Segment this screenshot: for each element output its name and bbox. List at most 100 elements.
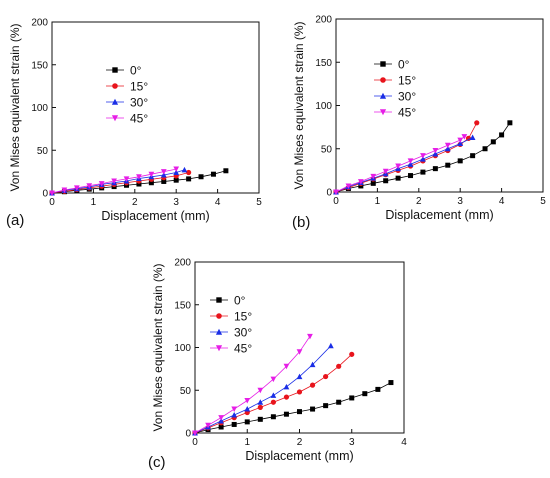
legend-marker xyxy=(379,109,387,116)
data-point xyxy=(336,399,342,405)
data-point xyxy=(210,171,216,177)
plot-frame xyxy=(335,18,544,193)
x-tick-label: 0 xyxy=(49,197,55,208)
legend-marker xyxy=(379,92,387,99)
data-point xyxy=(357,179,364,185)
data-point xyxy=(420,153,426,159)
panel-label: (a) xyxy=(6,212,24,229)
plot-frame xyxy=(51,21,260,194)
x-tick-label: 5 xyxy=(540,196,546,207)
data-point xyxy=(270,399,276,405)
y-tick-label: 150 xyxy=(31,60,48,71)
data-point xyxy=(457,140,464,147)
data-point xyxy=(309,382,316,388)
y-tick-label: 100 xyxy=(315,101,332,112)
legend-label: 45° xyxy=(398,106,416,120)
data-point xyxy=(296,389,303,395)
legend-label: 15° xyxy=(398,74,416,88)
data-point xyxy=(270,392,277,398)
data-point xyxy=(432,147,439,154)
data-point xyxy=(444,142,451,149)
data-point xyxy=(244,419,250,425)
data-point xyxy=(407,158,414,164)
plot-frame xyxy=(194,261,405,434)
data-point xyxy=(474,120,480,126)
data-point xyxy=(231,406,238,413)
data-point xyxy=(444,145,451,152)
data-point xyxy=(270,376,277,383)
y-tick-label: 0 xyxy=(185,429,191,440)
data-point xyxy=(61,187,68,194)
data-point xyxy=(257,416,263,422)
legend-marker xyxy=(216,313,222,319)
y-tick-label: 50 xyxy=(321,144,333,155)
data-point xyxy=(420,156,426,162)
data-point xyxy=(457,137,464,144)
x-tick-label: 2 xyxy=(132,197,138,208)
data-point xyxy=(223,168,229,174)
data-point xyxy=(310,406,316,412)
y-tick-label: 200 xyxy=(315,15,332,26)
x-tick-label: 2 xyxy=(416,196,422,207)
data-point xyxy=(296,349,303,355)
data-point xyxy=(257,399,264,405)
legend: 0° 15° 30° 45° xyxy=(374,58,416,120)
legend-marker xyxy=(380,61,386,67)
data-point xyxy=(296,373,303,380)
data-point xyxy=(231,412,238,418)
data-point xyxy=(490,139,496,145)
legend-label: 0° xyxy=(130,64,142,78)
x-tick-label: 4 xyxy=(401,437,407,448)
data-point xyxy=(407,161,414,167)
data-point xyxy=(395,163,401,170)
series-line xyxy=(194,336,311,434)
data-point xyxy=(465,135,472,141)
y-tick-label: 150 xyxy=(174,300,191,311)
data-point xyxy=(86,183,93,189)
data-point xyxy=(432,166,438,172)
y-tick-label: 100 xyxy=(174,343,191,354)
legend-marker xyxy=(111,115,119,122)
series-line xyxy=(335,136,465,193)
chart-panel: 0 1 2 3 4 0 50 100 150 200 Displacement (mm) Von Mi… xyxy=(148,258,407,472)
data-point xyxy=(482,146,488,152)
legend-label: 0° xyxy=(398,58,410,72)
data-point xyxy=(148,171,155,178)
x-tick-label: 1 xyxy=(91,197,97,208)
data-point xyxy=(173,177,179,183)
panel-label: (b) xyxy=(292,214,310,231)
data-point xyxy=(370,173,377,180)
data-point xyxy=(123,176,130,182)
data-point xyxy=(160,169,167,175)
x-tick-label: 4 xyxy=(499,196,505,207)
data-point xyxy=(186,169,192,176)
y-tick-label: 200 xyxy=(174,258,191,269)
data-point xyxy=(73,185,80,191)
data-point xyxy=(297,409,302,415)
series-line xyxy=(51,169,185,194)
data-point xyxy=(244,406,251,412)
legend-label: 15° xyxy=(234,310,252,324)
data-point xyxy=(370,180,376,186)
series-line xyxy=(194,382,392,434)
data-point xyxy=(161,178,167,184)
y-tick-label: 0 xyxy=(326,188,332,199)
series-line xyxy=(335,122,511,193)
data-point xyxy=(283,363,290,370)
x-tick-label: 3 xyxy=(349,437,355,448)
data-point xyxy=(323,403,329,409)
data-point xyxy=(257,404,263,410)
data-point xyxy=(349,351,355,357)
legend-marker xyxy=(215,345,223,352)
data-point xyxy=(198,174,204,180)
data-point xyxy=(432,150,439,157)
data-point xyxy=(283,411,289,417)
legend-label: 15° xyxy=(130,80,148,94)
data-point xyxy=(307,333,313,340)
x-tick-label: 0 xyxy=(192,437,198,448)
data-point xyxy=(218,415,224,421)
y-tick-label: 100 xyxy=(31,103,48,114)
y-tick-label: 200 xyxy=(31,18,48,29)
